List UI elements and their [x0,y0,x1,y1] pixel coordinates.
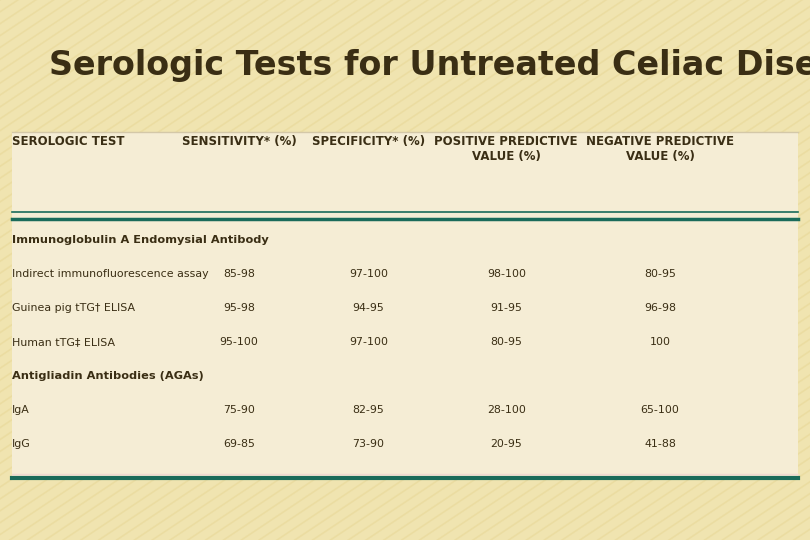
Text: 94-95: 94-95 [352,303,385,313]
Text: 97-100: 97-100 [349,269,388,279]
Text: 97-100: 97-100 [349,337,388,347]
Text: 96-98: 96-98 [644,303,676,313]
Text: Human tTG‡ ELISA: Human tTG‡ ELISA [12,337,115,347]
Text: IgA: IgA [12,405,30,415]
Text: Antigliadin Antibodies (AGAs): Antigliadin Antibodies (AGAs) [12,371,204,381]
Text: Serologic Tests for Untreated Celiac Disease: Serologic Tests for Untreated Celiac Dis… [49,49,810,82]
Text: 100: 100 [650,337,671,347]
Text: 20-95: 20-95 [490,439,522,449]
Text: 69-85: 69-85 [223,439,255,449]
Text: NEGATIVE PREDICTIVE
VALUE (%): NEGATIVE PREDICTIVE VALUE (%) [586,135,734,163]
Text: 41-88: 41-88 [644,439,676,449]
Text: 80-95: 80-95 [644,269,676,279]
Text: 28-100: 28-100 [487,405,526,415]
Text: POSITIVE PREDICTIVE
VALUE (%): POSITIVE PREDICTIVE VALUE (%) [434,135,578,163]
Text: IgG: IgG [12,439,31,449]
Text: SEROLOGIC TEST: SEROLOGIC TEST [12,135,125,148]
Text: 95-98: 95-98 [223,303,255,313]
Text: 80-95: 80-95 [490,337,522,347]
Text: Indirect immunofluorescence assay: Indirect immunofluorescence assay [12,269,209,279]
Text: 82-95: 82-95 [352,405,385,415]
Text: 73-90: 73-90 [352,439,385,449]
Text: SPECIFICITY* (%): SPECIFICITY* (%) [312,135,425,148]
Text: SENSITIVITY* (%): SENSITIVITY* (%) [181,135,296,148]
Text: 75-90: 75-90 [223,405,255,415]
Text: Guinea pig tTG† ELISA: Guinea pig tTG† ELISA [12,303,135,313]
Text: 98-100: 98-100 [487,269,526,279]
Text: 85-98: 85-98 [223,269,255,279]
Text: 65-100: 65-100 [641,405,680,415]
Text: 95-100: 95-100 [220,337,258,347]
Text: 91-95: 91-95 [490,303,522,313]
Text: Immunoglobulin A Endomysial Antibody: Immunoglobulin A Endomysial Antibody [12,235,269,245]
Bar [12,132,798,478]
